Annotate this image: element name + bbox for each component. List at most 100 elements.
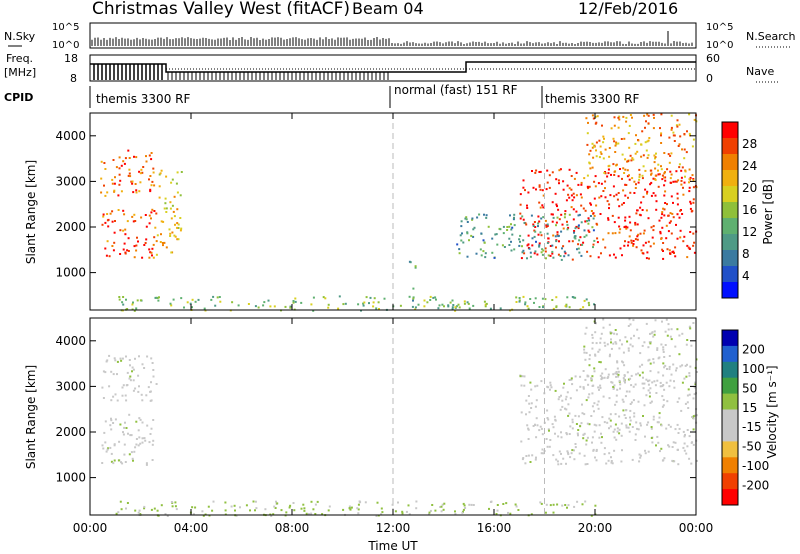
- data-cell: [647, 346, 650, 349]
- data-cell: [102, 215, 105, 218]
- data-cell: [303, 507, 306, 510]
- data-cell: [662, 404, 665, 407]
- data-cell: [524, 301, 527, 304]
- region-early-lower-arc: [101, 208, 158, 259]
- data-cell: [640, 201, 643, 204]
- data-cell: [121, 386, 124, 389]
- data-cell: [191, 306, 193, 309]
- data-cell: [683, 181, 686, 184]
- data-cell: [465, 218, 468, 221]
- data-cell: [547, 254, 550, 257]
- data-cell: [117, 209, 120, 211]
- data-cell: [151, 247, 154, 250]
- data-cell: [133, 309, 136, 312]
- data-cell: [558, 218, 561, 221]
- data-cell: [624, 158, 627, 161]
- data-cell: [693, 251, 696, 254]
- data-cell: [623, 364, 626, 367]
- data-cell: [449, 301, 452, 304]
- data-cell: [638, 178, 641, 181]
- data-cell: [686, 256, 689, 259]
- data-cell: [616, 367, 619, 370]
- data-cell: [119, 500, 122, 503]
- data-cell: [568, 412, 571, 415]
- data-cell: [541, 253, 544, 256]
- data-cell: [567, 403, 570, 406]
- data-cell: [570, 452, 573, 455]
- data-cell: [563, 382, 565, 385]
- data-cell: [588, 219, 591, 222]
- y-tick-label: 1000: [55, 471, 86, 485]
- data-cell: [566, 506, 568, 509]
- data-cell: [129, 434, 132, 437]
- data-cell: [640, 249, 643, 252]
- data-cell: [369, 296, 372, 299]
- data-cell: [118, 298, 121, 301]
- data-cell: [573, 458, 576, 461]
- data-cell: [535, 417, 538, 420]
- data-cell: [538, 306, 541, 308]
- data-cell: [289, 306, 292, 309]
- data-cell: [668, 355, 671, 357]
- data-cell: [523, 384, 526, 387]
- data-cell: [582, 370, 585, 372]
- data-cell: [173, 195, 176, 198]
- data-cell: [607, 172, 610, 175]
- data-cell: [564, 398, 567, 401]
- data-cell: [634, 433, 637, 436]
- data-cell: [496, 243, 499, 246]
- data-cell: [603, 341, 606, 344]
- data-cell: [618, 231, 621, 234]
- data-cell: [617, 373, 620, 376]
- data-cell: [164, 513, 167, 516]
- data-cell: [644, 169, 647, 172]
- data-cell: [683, 157, 686, 160]
- data-cell: [540, 234, 543, 237]
- data-cell: [622, 400, 625, 403]
- data-cell: [101, 386, 104, 389]
- data-cell: [650, 426, 653, 428]
- data-cell: [551, 171, 554, 174]
- data-cell: [163, 241, 166, 244]
- data-cell: [557, 463, 560, 466]
- data-cell: [538, 244, 541, 247]
- data-cell: [558, 450, 561, 453]
- data-cell: [654, 178, 657, 181]
- data-cell: [151, 180, 154, 183]
- data-cell: [137, 390, 140, 393]
- data-cell: [588, 393, 591, 396]
- data-cell: [125, 399, 128, 402]
- data-cell: [328, 505, 331, 508]
- data-cell: [632, 399, 635, 402]
- data-cell: [116, 360, 119, 363]
- data-cell: [262, 304, 265, 307]
- data-cell: [588, 153, 591, 156]
- data-cell: [560, 462, 563, 465]
- data-cell: [579, 308, 582, 311]
- data-cell: [636, 235, 639, 238]
- data-cell: [264, 508, 267, 511]
- data-cell: [412, 296, 415, 299]
- data-cell: [669, 177, 672, 180]
- data-cell: [574, 446, 577, 449]
- data-cell: [191, 506, 194, 509]
- data-cell: [131, 215, 134, 218]
- data-cell: [362, 304, 365, 307]
- data-cell: [613, 436, 616, 439]
- data-cell: [600, 252, 602, 255]
- x-tick-label: 12:00: [376, 521, 411, 535]
- data-cell: [678, 353, 681, 356]
- data-cell: [593, 197, 596, 200]
- data-cell: [606, 200, 609, 203]
- data-cell: [121, 462, 124, 465]
- data-cell: [627, 160, 630, 163]
- data-cell: [599, 341, 602, 344]
- data-cell: [667, 230, 670, 233]
- data-cell: [563, 250, 566, 253]
- data-cell: [657, 163, 660, 166]
- data-cell: [659, 232, 662, 235]
- data-cell: [636, 150, 639, 153]
- data-cell: [673, 380, 675, 383]
- data-cell: [111, 210, 114, 213]
- data-cell: [454, 309, 457, 312]
